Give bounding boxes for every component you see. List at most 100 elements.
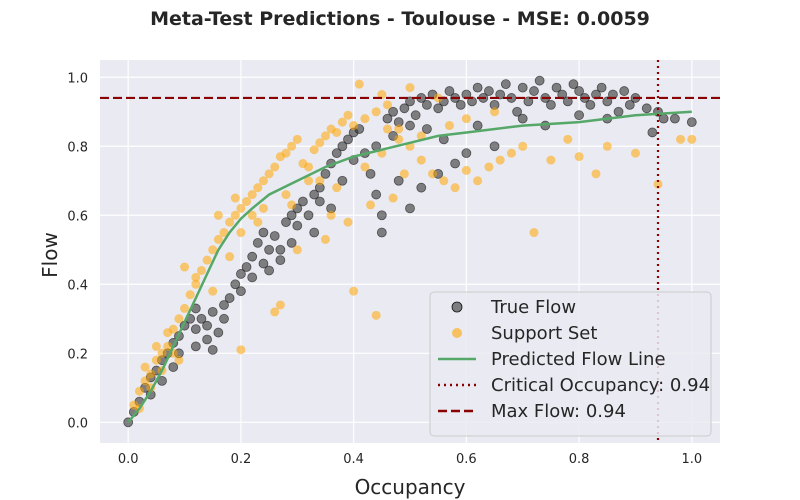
support-set-point: [450, 183, 460, 193]
true-flow-point: [641, 103, 652, 114]
support-set-point: [230, 210, 240, 220]
true-flow-point: [247, 272, 258, 283]
support-set-point: [134, 386, 144, 396]
support-set-point: [354, 79, 364, 89]
true-flow-point: [309, 227, 320, 238]
true-flow-point: [213, 327, 224, 338]
support-set-point: [371, 310, 381, 320]
true-flow-point: [371, 189, 382, 200]
true-flow-point: [613, 106, 624, 117]
support-set-point: [180, 303, 190, 313]
true-flow-point: [624, 99, 635, 110]
support-set-point: [163, 328, 173, 338]
support-set-point: [202, 255, 212, 265]
true-flow-point: [241, 262, 252, 272]
true-flow-point: [230, 279, 241, 290]
support-set-point: [630, 148, 640, 158]
support-set-point: [428, 169, 438, 179]
true-flow-point: [574, 110, 584, 121]
support-set-point: [360, 162, 370, 172]
support-set-point: [371, 107, 381, 117]
support-set-point: [275, 300, 285, 310]
true-flow-point: [686, 117, 697, 128]
true-flow-point: [512, 106, 522, 117]
support-set-point: [225, 252, 235, 262]
true-flow-point: [190, 341, 201, 352]
legend-label: True Flow: [490, 297, 576, 318]
true-flow-point: [281, 217, 291, 228]
support-set-point: [174, 355, 184, 365]
support-set-point: [546, 155, 556, 165]
y-axis-label: Flow: [38, 232, 62, 278]
true-flow-point: [529, 86, 539, 96]
true-flow-point: [269, 231, 280, 241]
support-set-point: [213, 234, 223, 244]
support-set-point: [320, 131, 330, 141]
y-tick-label: 0.6: [67, 209, 88, 224]
support-set-point: [315, 138, 325, 148]
true-flow-point: [376, 227, 387, 238]
true-flow-point: [286, 210, 297, 221]
support-set-point: [157, 348, 167, 358]
legend-label: Max Flow: 0.94: [491, 401, 626, 422]
true-flow-point: [196, 313, 207, 324]
y-tick-label: 0.4: [67, 278, 88, 293]
true-flow-point: [298, 196, 308, 207]
true-flow-point: [422, 99, 432, 110]
support-set-point: [309, 145, 319, 155]
support-set-point: [140, 362, 150, 372]
true-flow-point: [393, 175, 404, 186]
true-flow-point: [517, 82, 528, 93]
true-flow-point: [202, 334, 212, 345]
true-flow-point: [309, 189, 320, 200]
support-set-point: [484, 162, 494, 172]
support-set-point: [281, 190, 291, 200]
x-tick-label: 0.2: [231, 452, 252, 467]
support-set-point: [140, 376, 150, 386]
support-set-point: [377, 90, 387, 100]
x-tick-label: 0.6: [456, 452, 477, 467]
support-set-point: [461, 114, 471, 124]
support-set-point: [320, 234, 330, 244]
support-set-point: [349, 121, 359, 131]
support-set-point: [270, 162, 280, 172]
true-flow-point: [405, 96, 415, 107]
true-flow-point: [585, 99, 596, 110]
support-set-point: [676, 134, 686, 144]
x-tick-label: 1.0: [681, 452, 702, 467]
support-set-point: [163, 341, 173, 351]
true-flow-point: [320, 168, 331, 179]
support-set-point: [270, 307, 280, 317]
support-set-point: [304, 162, 314, 172]
support-set-point: [281, 148, 291, 158]
true-flow-point: [376, 210, 387, 221]
true-flow-point: [258, 258, 269, 269]
true-flow-point: [236, 286, 246, 297]
support-set-point: [174, 314, 184, 324]
true-flow-point: [422, 124, 432, 134]
support-set-point: [574, 152, 584, 162]
true-flow-point: [207, 344, 218, 355]
true-flow-point: [523, 96, 534, 107]
support-set-point: [529, 228, 539, 238]
y-tick-label: 0.8: [67, 140, 88, 155]
support-set-point: [253, 183, 263, 193]
true-flow-point: [489, 141, 500, 152]
support-set-point: [382, 124, 392, 134]
support-set-point: [258, 176, 268, 186]
true-flow-point: [168, 362, 179, 372]
support-set-point: [219, 228, 229, 238]
legend-marker: [451, 301, 463, 313]
support-set-point: [225, 217, 235, 227]
y-tick-label: 0.0: [67, 416, 88, 431]
true-flow-point: [219, 313, 229, 324]
predicted-flow-line: [127, 110, 692, 424]
true-flow-point: [450, 158, 460, 169]
y-tick-label: 0.2: [67, 347, 88, 362]
y-tick-label: 1.0: [67, 71, 88, 86]
support-set-point: [258, 203, 268, 213]
true-flow-point: [190, 324, 201, 335]
true-flow-point: [224, 293, 235, 303]
true-flow-point: [343, 134, 353, 145]
